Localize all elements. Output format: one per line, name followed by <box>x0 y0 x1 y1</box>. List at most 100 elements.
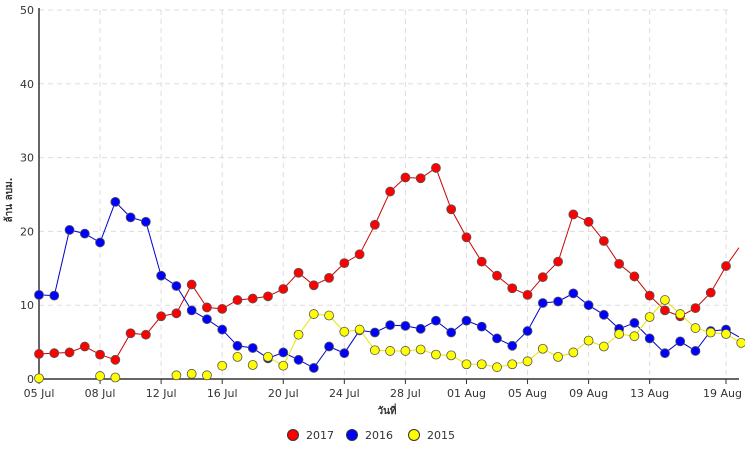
data-point <box>294 268 303 277</box>
x-tick-label: 01 Aug <box>447 387 486 400</box>
data-point <box>294 330 303 339</box>
data-point <box>691 304 700 313</box>
y-tick-label: 30 <box>20 152 34 165</box>
x-tick-label: 20 Jul <box>268 387 299 400</box>
data-point <box>340 349 349 358</box>
data-point <box>554 297 563 306</box>
data-point <box>508 341 517 350</box>
data-point <box>309 310 318 319</box>
y-tick-label: 0 <box>27 373 34 386</box>
data-point <box>111 355 120 364</box>
x-tick-label: 09 Aug <box>569 387 608 400</box>
data-point <box>248 344 257 353</box>
data-point <box>477 360 486 369</box>
data-point <box>264 352 273 361</box>
series-2015 <box>35 296 745 383</box>
data-point <box>218 304 227 313</box>
data-point <box>462 233 471 242</box>
data-point <box>233 296 242 305</box>
data-point <box>35 374 44 383</box>
data-point <box>111 197 120 206</box>
data-point <box>630 332 639 341</box>
data-point <box>523 327 532 336</box>
data-point <box>401 321 410 330</box>
data-point <box>65 225 74 234</box>
data-point <box>202 315 211 324</box>
data-point <box>325 273 334 282</box>
x-tick-label: 05 Aug <box>508 387 547 400</box>
data-point <box>279 348 288 357</box>
data-point <box>340 327 349 336</box>
data-point <box>462 360 471 369</box>
data-point <box>50 349 59 358</box>
data-point <box>233 352 242 361</box>
data-point <box>80 229 89 238</box>
data-point <box>187 280 196 289</box>
data-point <box>508 284 517 293</box>
data-point <box>248 294 257 303</box>
data-point <box>676 310 685 319</box>
data-point <box>447 205 456 214</box>
data-point <box>401 346 410 355</box>
data-point <box>386 187 395 196</box>
data-point <box>35 290 44 299</box>
data-point <box>493 363 502 372</box>
data-point <box>447 328 456 337</box>
data-point <box>508 360 517 369</box>
data-point <box>309 281 318 290</box>
legend-item: 2017 <box>288 429 335 442</box>
data-point <box>645 334 654 343</box>
data-point <box>493 334 502 343</box>
data-point <box>187 306 196 315</box>
data-point <box>691 346 700 355</box>
data-point <box>477 322 486 331</box>
x-tick-label: 12 Jul <box>146 387 177 400</box>
y-tick-label: 40 <box>20 78 34 91</box>
data-point <box>96 350 105 359</box>
legend-item: 2015 <box>409 429 456 442</box>
data-point <box>325 311 334 320</box>
data-point <box>554 257 563 266</box>
data-point <box>523 290 532 299</box>
data-point <box>676 337 685 346</box>
data-point <box>706 328 715 337</box>
data-point <box>248 360 257 369</box>
data-point <box>493 271 502 280</box>
data-point <box>172 371 181 380</box>
data-point <box>141 330 150 339</box>
data-point <box>615 259 624 268</box>
data-point <box>584 301 593 310</box>
data-point <box>172 282 181 291</box>
legend-marker <box>347 430 358 441</box>
data-point <box>35 349 44 358</box>
data-point <box>294 355 303 364</box>
data-point <box>264 292 273 301</box>
series-line <box>39 202 739 368</box>
data-point <box>279 284 288 293</box>
data-point <box>325 342 334 351</box>
data-point <box>538 273 547 282</box>
data-point <box>477 257 486 266</box>
data-point <box>431 350 440 359</box>
y-tick-label: 10 <box>20 299 34 312</box>
data-point <box>569 210 578 219</box>
data-point <box>218 325 227 334</box>
data-point <box>50 291 59 300</box>
data-point <box>111 373 120 382</box>
data-point <box>370 346 379 355</box>
data-point <box>645 291 654 300</box>
y-tick-label: 50 <box>20 4 34 17</box>
series-group <box>35 163 745 382</box>
data-point <box>584 217 593 226</box>
x-tick-label: 08 Jul <box>85 387 116 400</box>
data-point <box>172 309 181 318</box>
data-point <box>722 329 731 338</box>
data-point <box>157 271 166 280</box>
data-point <box>141 217 150 226</box>
data-point <box>416 324 425 333</box>
legend-label: 2017 <box>306 429 334 442</box>
data-point <box>157 312 166 321</box>
data-point <box>660 296 669 305</box>
data-point <box>630 318 639 327</box>
